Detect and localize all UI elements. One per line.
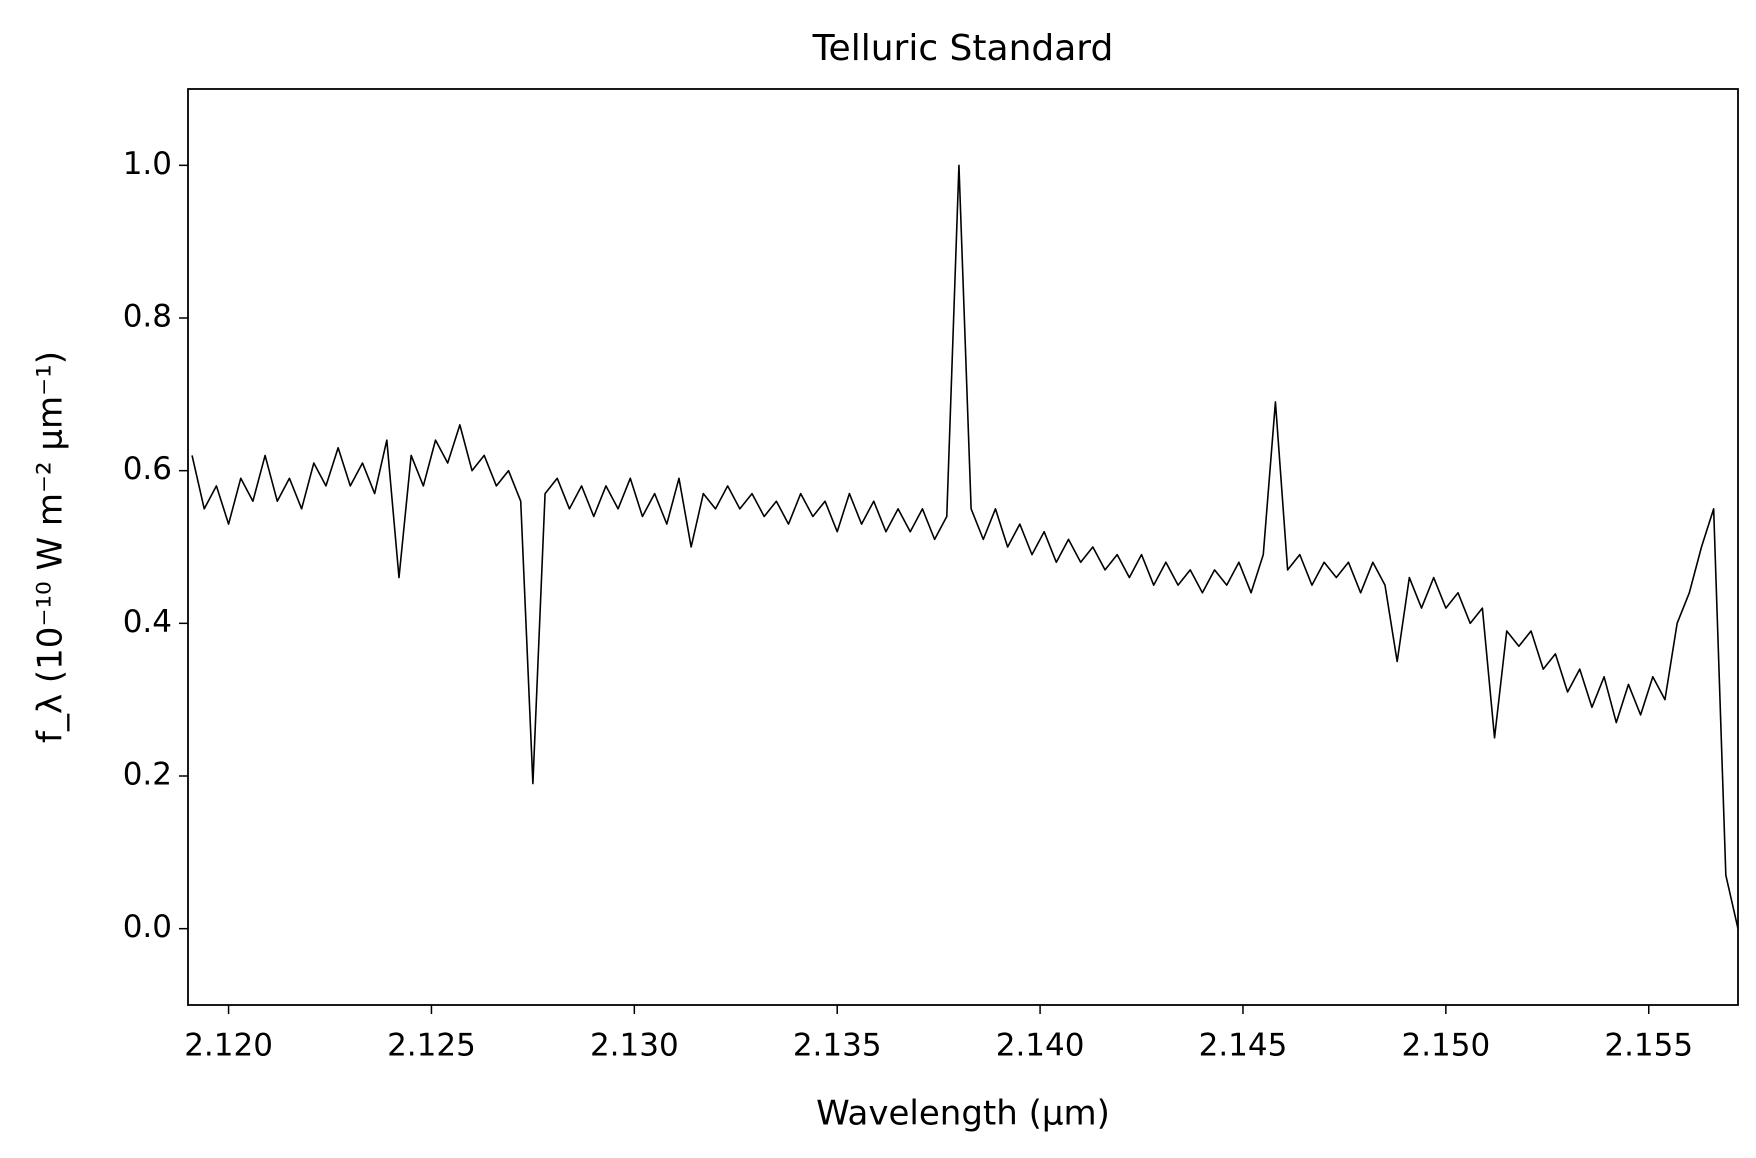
x-tick-label: 2.130 [590,1028,679,1064]
chart-title: Telluric Standard [812,28,1114,69]
y-axis-label: f_λ (10⁻¹⁰ W m⁻² μm⁻¹) [31,351,71,743]
y-tick-label: 0.0 [123,909,172,945]
x-tick-label: 2.155 [1604,1028,1693,1064]
x-axis-label: Wavelength (μm) [816,1094,1110,1134]
x-tick-label: 2.135 [793,1028,882,1064]
spectrum-line [191,164,1739,929]
x-tick-label: 2.145 [1199,1028,1288,1064]
x-tick-label: 2.125 [387,1028,476,1064]
x-tick-label: 2.150 [1401,1028,1490,1064]
x-tick-label: 2.140 [996,1028,1085,1064]
y-tick-label: 0.6 [123,451,172,487]
y-tick-label: 0.8 [123,299,172,335]
y-tick-label: 0.4 [123,604,172,640]
y-tick-label: 0.2 [123,757,172,793]
plot-frame [187,88,1739,1006]
y-tick-label: 1.0 [123,146,172,182]
x-tick-label: 2.120 [184,1028,273,1064]
